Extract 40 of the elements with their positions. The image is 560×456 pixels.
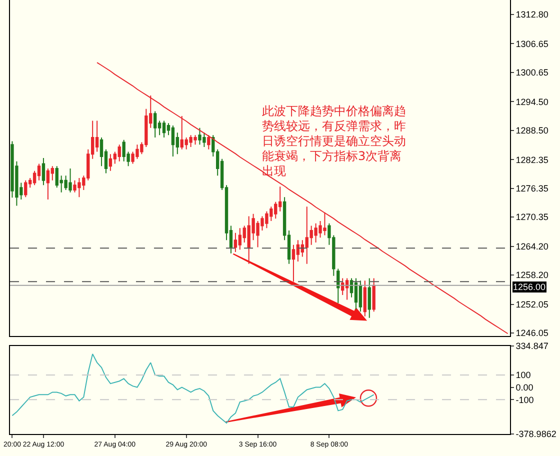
y-tick-label: 1270.35 bbox=[516, 212, 548, 222]
y-tick-label: -100 bbox=[516, 394, 534, 405]
candlestick bbox=[162, 120, 166, 138]
candlestick bbox=[118, 144, 121, 162]
candlestick bbox=[234, 232, 238, 252]
candlestick bbox=[42, 157, 46, 186]
y-tick-label: 1312.80 bbox=[516, 9, 548, 20]
y-tick-label: 1276.35 bbox=[516, 183, 548, 194]
y-tick-label: 1282.35 bbox=[516, 154, 548, 165]
candlestick bbox=[358, 280, 362, 312]
candlestick bbox=[345, 278, 349, 300]
y-tick-label: 334.847 bbox=[516, 341, 548, 352]
y-tick-label: 1306.65 bbox=[516, 38, 548, 49]
y-tick-label: 1252.05 bbox=[516, 299, 548, 310]
y-tick-label: 1300.65 bbox=[516, 67, 548, 78]
y-tick-label: 1258.20 bbox=[516, 270, 548, 280]
candlestick bbox=[336, 268, 340, 304]
candlestick bbox=[24, 180, 28, 198]
y-tick-label: 1288.50 bbox=[516, 125, 548, 136]
annotation: 此波下降趋势中价格偏离趋势线较远，有反弹需求，昨日诱空行情更是确立空头动能衰竭，下方指标3次背离出现 bbox=[262, 104, 407, 179]
y-tick-label: 1246.05 bbox=[516, 328, 548, 338]
candlestick bbox=[354, 278, 358, 310]
candlestick bbox=[37, 163, 41, 181]
candlestick bbox=[363, 280, 366, 317]
candlestick bbox=[154, 110, 157, 138]
candlestick bbox=[207, 134, 210, 150]
candlestick bbox=[108, 154, 112, 172]
y-tick-label: 1294.50 bbox=[516, 96, 548, 107]
y-tick-label: -378.9862 bbox=[516, 429, 556, 440]
candlestick bbox=[171, 125, 175, 158]
line-series bbox=[96, 62, 508, 334]
candlestick bbox=[292, 244, 296, 282]
y-tick-label: 1264.20 bbox=[516, 241, 548, 252]
candlestick bbox=[372, 278, 376, 312]
candlestick bbox=[341, 278, 344, 296]
candlestick bbox=[46, 168, 50, 200]
candlestick bbox=[368, 278, 371, 318]
ref-line-label: 1256.00 bbox=[513, 282, 546, 292]
y-tick-label: 100 bbox=[516, 370, 531, 380]
y-tick-label: 0.00 bbox=[516, 382, 534, 392]
